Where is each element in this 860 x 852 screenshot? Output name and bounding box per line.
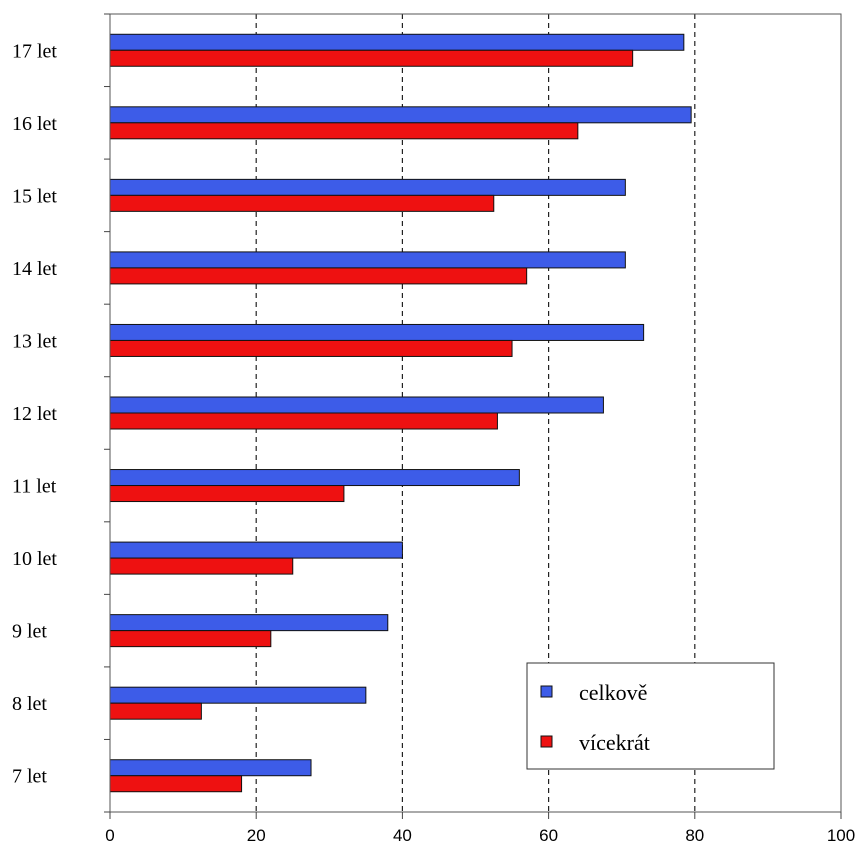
- x-tick-label: 60: [539, 826, 558, 845]
- bar-vicekrat: [109, 122, 579, 140]
- bar-vicekrat: [109, 194, 495, 212]
- bar-celkove: [109, 106, 692, 124]
- x-tick-label: 40: [393, 826, 412, 845]
- category-label: 10 let: [12, 548, 57, 570]
- bar-vicekrat: [109, 267, 528, 285]
- bar-celkove: [109, 614, 389, 632]
- legend-swatch: [540, 735, 553, 748]
- category-label: 7 let: [12, 766, 47, 788]
- bar-vicekrat: [109, 702, 202, 720]
- legend-label: vícekrát: [579, 730, 650, 755]
- legend: celkově vícekrát: [526, 662, 775, 770]
- category-label: 8 let: [12, 693, 47, 715]
- legend-box: [526, 662, 775, 770]
- bar-vicekrat: [109, 49, 634, 67]
- x-tick-label: 100: [827, 826, 855, 845]
- x-tick-label: 80: [685, 826, 704, 845]
- category-label: 17 let: [12, 40, 57, 62]
- bar-vicekrat: [109, 630, 272, 648]
- bar-vicekrat: [109, 339, 513, 357]
- bars: [109, 33, 692, 793]
- bar-vicekrat: [109, 412, 498, 430]
- bar-celkove: [109, 251, 626, 269]
- x-tick-label: 0: [105, 826, 114, 845]
- legend-label: celkově: [579, 680, 647, 705]
- bar-celkove: [109, 178, 626, 196]
- bar-celkove: [109, 759, 312, 777]
- legend-swatch: [540, 685, 553, 698]
- x-tick-label: 20: [247, 826, 266, 845]
- bar-vicekrat: [109, 775, 243, 793]
- plot-frame: [109, 13, 842, 813]
- category-label: 14 let: [12, 258, 57, 280]
- category-label: 13 let: [12, 330, 57, 352]
- axes: [104, 13, 842, 819]
- bar-celkove: [109, 469, 520, 487]
- bar-celkove: [109, 396, 604, 414]
- bar-celkove: [109, 541, 403, 559]
- category-label: 15 let: [12, 185, 57, 207]
- bar-celkove: [109, 323, 645, 341]
- bar-celkove: [109, 686, 367, 704]
- bar-celkove: [109, 33, 685, 51]
- bar-vicekrat: [109, 557, 294, 575]
- category-label: 16 let: [12, 113, 57, 135]
- category-label: 11 let: [12, 476, 57, 498]
- bar-vicekrat: [109, 485, 345, 503]
- category-label: 9 let: [12, 621, 47, 643]
- labels: 0 20 40 60 80 100 7 let 8 let 9 let 10 let 11 let 1…: [12, 40, 855, 845]
- category-label: 12 let: [12, 403, 57, 425]
